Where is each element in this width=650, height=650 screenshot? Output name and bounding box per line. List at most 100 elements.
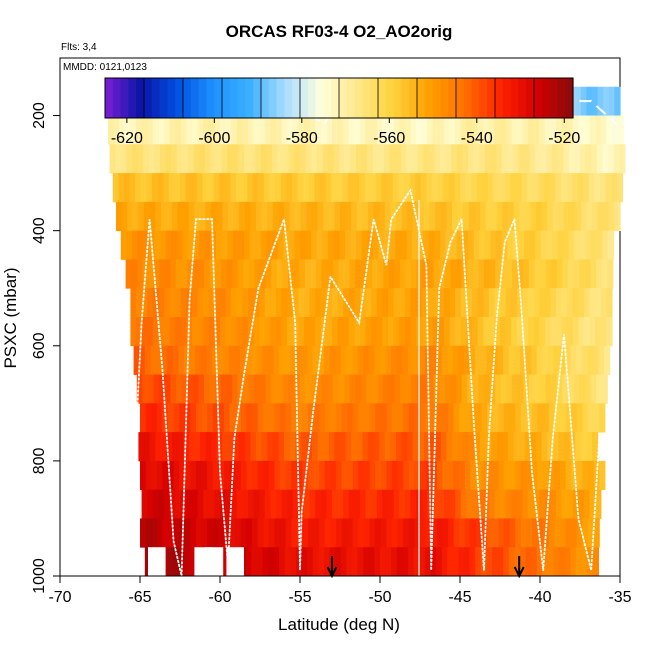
heat-cell [388, 288, 395, 318]
heat-cell [508, 432, 515, 462]
heat-cell [524, 144, 531, 174]
heat-cell [175, 115, 182, 145]
heat-cell [529, 230, 536, 260]
heat-cell [160, 230, 167, 260]
heat-cell [408, 547, 415, 577]
heat-cell [544, 288, 551, 318]
heat-cell [382, 115, 389, 145]
heat-cell [259, 317, 266, 347]
heat-cell [145, 518, 152, 548]
heat-cell [350, 144, 357, 174]
heat-cell [515, 403, 522, 433]
heat-cell [531, 547, 538, 577]
heat-cell [481, 403, 488, 433]
heat-cell [408, 345, 415, 375]
heat-cell [505, 317, 512, 347]
heat-cell [478, 259, 485, 289]
heat-cell [175, 317, 182, 347]
heat-cell [342, 173, 349, 203]
heat-cell [440, 432, 447, 462]
heat-cell [430, 547, 437, 577]
heat-cell [397, 460, 404, 491]
heat-cell [270, 317, 277, 347]
heat-cell [384, 230, 391, 260]
heat-cell [147, 489, 154, 519]
heat-cell [281, 317, 288, 347]
heat-cell [270, 115, 277, 145]
heat-cell [464, 403, 471, 433]
heat-cell [176, 230, 183, 260]
heat-cell [446, 432, 453, 462]
heat-cell [365, 288, 372, 318]
heat-cell [603, 201, 610, 232]
heat-cell [164, 374, 171, 404]
heat-cell [196, 460, 203, 491]
heat-cell [304, 374, 311, 404]
heat-cell [168, 460, 175, 491]
heat-cell [514, 345, 521, 375]
heat-cell [422, 259, 429, 289]
heat-cell [358, 460, 365, 491]
heat-cell [309, 317, 316, 347]
heat-cell [203, 115, 210, 145]
heat-cell [429, 201, 436, 232]
heat-cell [144, 345, 151, 375]
heat-cell [492, 345, 499, 375]
heat-cell [365, 115, 372, 145]
heat-cell [288, 144, 295, 174]
heat-cell [323, 432, 330, 462]
heat-cell [393, 288, 400, 318]
heat-cell [440, 230, 447, 260]
heat-cell [180, 317, 187, 347]
heat-cell [592, 547, 599, 577]
heat-cell [187, 259, 194, 289]
heat-cell [536, 432, 543, 462]
heat-cell [337, 489, 344, 519]
heat-cell [579, 259, 586, 289]
heat-cell [418, 432, 425, 462]
heat-cell [200, 432, 207, 462]
heat-cell [244, 201, 251, 232]
heat-cell [188, 144, 195, 174]
heat-cell [371, 115, 378, 145]
colorbar-swatch [237, 78, 246, 118]
heat-cell [432, 115, 439, 145]
heat-cell [446, 201, 453, 232]
heat-cell [272, 230, 279, 260]
heat-cell [516, 317, 523, 347]
heat-cell [521, 173, 528, 203]
heat-cell [373, 432, 380, 462]
heat-cell [507, 230, 514, 260]
heat-cell [450, 374, 457, 404]
heat-cell [352, 345, 359, 375]
heat-cell [567, 288, 574, 318]
heat-cell [466, 115, 473, 145]
heat-cell [337, 115, 344, 145]
heat-cell [520, 460, 527, 491]
heat-cell [263, 403, 270, 433]
heat-cell [466, 317, 473, 347]
heat-cell [482, 173, 489, 203]
heat-cell [425, 403, 432, 433]
heat-cell [584, 115, 591, 145]
heat-cell [339, 230, 346, 260]
heat-cell [422, 374, 429, 404]
heat-cell [222, 201, 229, 232]
heat-cell [571, 518, 578, 548]
heat-cell [291, 518, 298, 548]
heat-cell [141, 115, 148, 145]
heat-cell [320, 317, 327, 347]
colorbar-swatch [198, 78, 207, 118]
heat-cell [489, 259, 496, 289]
heat-cell [317, 201, 324, 232]
data-gap [119, 518, 137, 548]
heat-cell [376, 115, 383, 145]
heat-cell [431, 518, 438, 548]
heat-cell [564, 345, 571, 375]
plot-area [59, 57, 626, 579]
heat-cell [368, 345, 375, 375]
heat-cell [232, 144, 239, 174]
heat-cell [464, 460, 471, 491]
heat-cell [268, 403, 275, 433]
colorbar-swatch [534, 78, 543, 118]
